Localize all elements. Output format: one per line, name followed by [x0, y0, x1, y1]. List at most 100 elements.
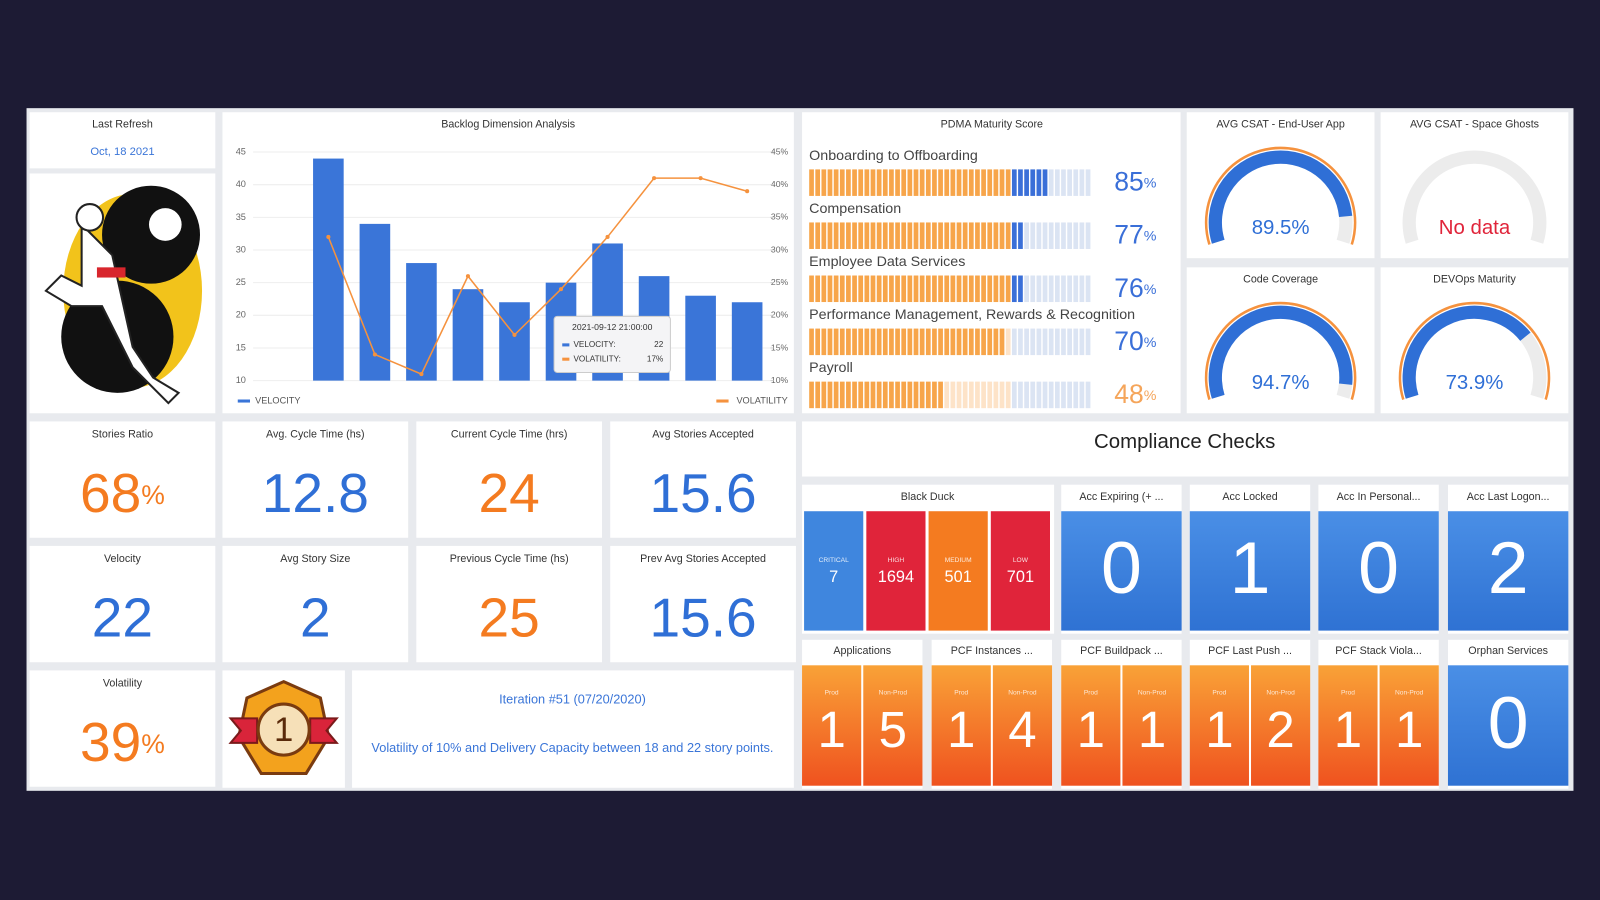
- stat-number: 15.6: [649, 462, 756, 524]
- severity-value: 7: [829, 568, 838, 586]
- maturity-segment: [858, 328, 864, 356]
- maturity-segment: [882, 222, 888, 249]
- panel-title: AVG CSAT - Space Ghosts: [1410, 118, 1539, 130]
- maturity-segment: [889, 222, 894, 249]
- maturity-segment: [821, 222, 827, 249]
- maturity-segment: [1018, 169, 1023, 196]
- maturity-segment: [827, 381, 833, 409]
- maturity-segment: [1005, 222, 1011, 249]
- tooltip-value: 17%: [647, 354, 663, 363]
- panel-title: Avg. Cycle Time (hs): [266, 429, 365, 441]
- hero-illustration: [44, 185, 203, 405]
- maturity-segment: [1079, 222, 1085, 249]
- legend-label: VOLATILITY: [736, 395, 787, 405]
- maturity-segment: [839, 275, 845, 303]
- maturity-segment: [999, 381, 1005, 409]
- stat-unit: %: [141, 729, 165, 759]
- severity-label: CRITICAL: [819, 557, 850, 564]
- maturity-number: 70: [1114, 326, 1144, 356]
- maturity-segment: [1061, 275, 1066, 303]
- stat-value: 22: [92, 586, 153, 648]
- stat-unit: %: [141, 480, 165, 510]
- panel-title: PCF Instances ...: [951, 645, 1033, 657]
- maturity-segment: [993, 328, 999, 356]
- maturity-segment: [962, 381, 968, 409]
- count-label: Prod: [825, 690, 839, 697]
- maturity-segment: [1073, 222, 1079, 249]
- y-tick-label: 20: [236, 310, 246, 320]
- panel-title: Acc Locked: [1222, 491, 1277, 503]
- maturity-segment: [876, 275, 882, 303]
- maturity-segment: [919, 169, 925, 196]
- stat-number: 24: [479, 462, 540, 524]
- maturity-segment: [1011, 275, 1017, 303]
- maturity-value: 70%: [1114, 326, 1156, 356]
- maturity-unit: %: [1144, 388, 1157, 404]
- maturity-bar: [809, 381, 1091, 409]
- count-label: Non-Prod: [1138, 690, 1167, 697]
- maturity-segment: [833, 328, 839, 356]
- maturity-number: 85: [1114, 167, 1144, 197]
- maturity-segment: [1042, 222, 1048, 249]
- panel-title: Current Cycle Time (hrs): [451, 429, 568, 441]
- gauge-label: No data: [1439, 217, 1511, 239]
- panel: [416, 421, 603, 538]
- maturity-segment: [858, 222, 864, 249]
- maturity-segment: [968, 222, 974, 249]
- maturity-segment: [827, 169, 833, 196]
- bar: [359, 223, 391, 381]
- maturity-segment: [975, 169, 980, 196]
- bar: [499, 302, 530, 381]
- line: [327, 177, 748, 376]
- maturity-segment: [932, 328, 937, 356]
- stat-number: 68: [80, 462, 141, 524]
- count-label: Non-Prod: [879, 690, 908, 697]
- maturity-segment: [901, 222, 907, 249]
- panel-title: PCF Buildpack ...: [1080, 645, 1163, 657]
- maturity-label: Employee Data Services: [809, 254, 965, 270]
- maturity-segment: [864, 275, 870, 303]
- maturity-segment: [1073, 275, 1079, 303]
- maturity-segment: [1042, 275, 1048, 303]
- maturity-segment: [1011, 222, 1017, 249]
- maturity-segment: [1018, 275, 1023, 303]
- panel-title: Stories Ratio: [92, 429, 153, 441]
- maturity-number: 77: [1114, 220, 1144, 250]
- y-tick-label: 10: [236, 375, 246, 385]
- maturity-segment: [870, 328, 876, 356]
- maturity-segment: [839, 222, 845, 249]
- maturity-segment: [815, 381, 821, 409]
- maturity-segment: [809, 275, 814, 303]
- panel: [802, 112, 1181, 414]
- maturity-segment: [999, 275, 1005, 303]
- panel-title: PDMA Maturity Score: [941, 118, 1043, 130]
- line-point: [698, 176, 703, 181]
- maturity-segment: [1061, 169, 1066, 196]
- severity-label: MEDIUM: [945, 557, 972, 564]
- count-tile: [802, 665, 862, 786]
- maturity-segment: [1030, 222, 1036, 249]
- maturity-segment: [1024, 381, 1029, 409]
- y-tick-label: 30: [236, 244, 246, 254]
- count-label: Prod: [954, 690, 968, 697]
- count-label: Prod: [1084, 690, 1098, 697]
- stat-number: 2: [300, 586, 331, 648]
- panel-title: Prev Avg Stories Accepted: [640, 553, 766, 565]
- count-value: 0: [1101, 526, 1142, 609]
- panel-title: Last Refresh: [92, 118, 153, 130]
- maturity-segment: [1005, 381, 1011, 409]
- maturity-segment: [981, 328, 986, 356]
- maturity-segment: [1048, 222, 1054, 249]
- maturity-segment: [901, 275, 907, 303]
- y-tick-label: 35: [236, 212, 246, 222]
- count-value: 0: [1488, 681, 1529, 764]
- maturity-segment: [882, 328, 888, 356]
- panel-title: PCF Stack Viola...: [1335, 645, 1422, 657]
- maturity-segment: [846, 381, 851, 409]
- count-value: 1: [1077, 701, 1105, 758]
- maturity-value: 76%: [1114, 273, 1156, 303]
- tooltip-title: 2021-09-12 21:00:00: [572, 322, 653, 332]
- stat-value: 2: [300, 586, 331, 648]
- maturity-segment: [938, 381, 943, 409]
- maturity-segment: [839, 328, 845, 356]
